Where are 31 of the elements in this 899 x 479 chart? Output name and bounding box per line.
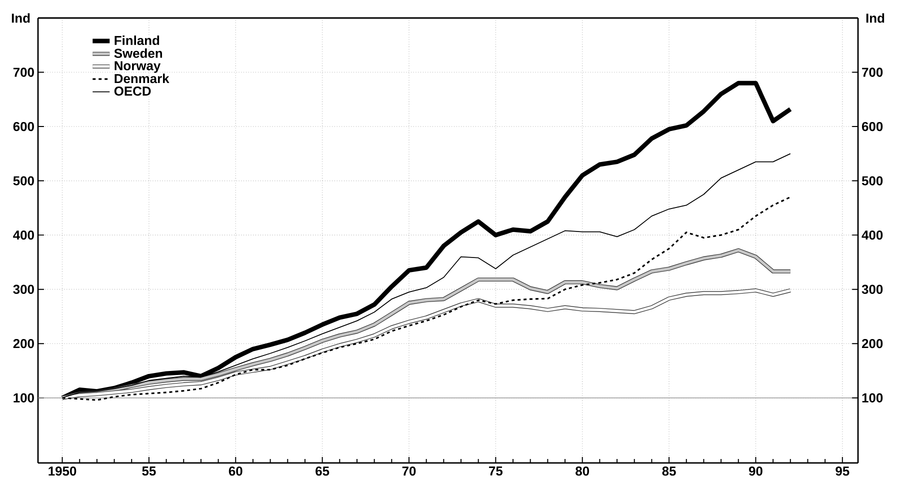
x-tick-label: 80 xyxy=(576,466,590,476)
x-tick-label: 85 xyxy=(662,466,676,476)
y2-tick-label: 200 xyxy=(862,339,883,348)
x-tick-label: 1950 xyxy=(48,466,76,476)
y-tick-label: 500 xyxy=(13,176,34,186)
y2-tick-label: 600 xyxy=(862,122,883,132)
x-tick-label: 75 xyxy=(489,466,503,476)
legend-label: OECD xyxy=(114,86,151,96)
y-tick-label: 200 xyxy=(13,339,34,348)
y2-axis-title: Ind xyxy=(866,13,884,23)
x-tick-label: 55 xyxy=(142,466,156,476)
legend-label: Sweden xyxy=(114,48,162,58)
y-tick-label: 400 xyxy=(13,230,34,240)
x-tick-label: 95 xyxy=(836,466,850,476)
x-tick-label: 65 xyxy=(316,466,330,476)
legend-label: Norway xyxy=(114,61,161,73)
legend-label: Finland xyxy=(114,36,160,46)
y-tick-label: 300 xyxy=(13,284,34,294)
x-tick-label: 60 xyxy=(228,466,242,476)
y2-tick-label: 100 xyxy=(862,393,883,402)
y-tick-label: 700 xyxy=(13,68,34,77)
y2-tick-label: 300 xyxy=(862,284,883,294)
y-axis-title: Ind xyxy=(12,13,30,23)
y2-tick-label: 700 xyxy=(862,68,883,77)
x-tick-label: 70 xyxy=(402,466,416,476)
y2-tick-label: 500 xyxy=(862,176,883,186)
y-tick-label: 100 xyxy=(14,393,34,402)
x-tick-label: 90 xyxy=(748,466,762,476)
legend-label: Denmark xyxy=(114,74,170,84)
y2-tick-label: 400 xyxy=(862,230,883,240)
y-tick-label: 600 xyxy=(13,122,34,132)
